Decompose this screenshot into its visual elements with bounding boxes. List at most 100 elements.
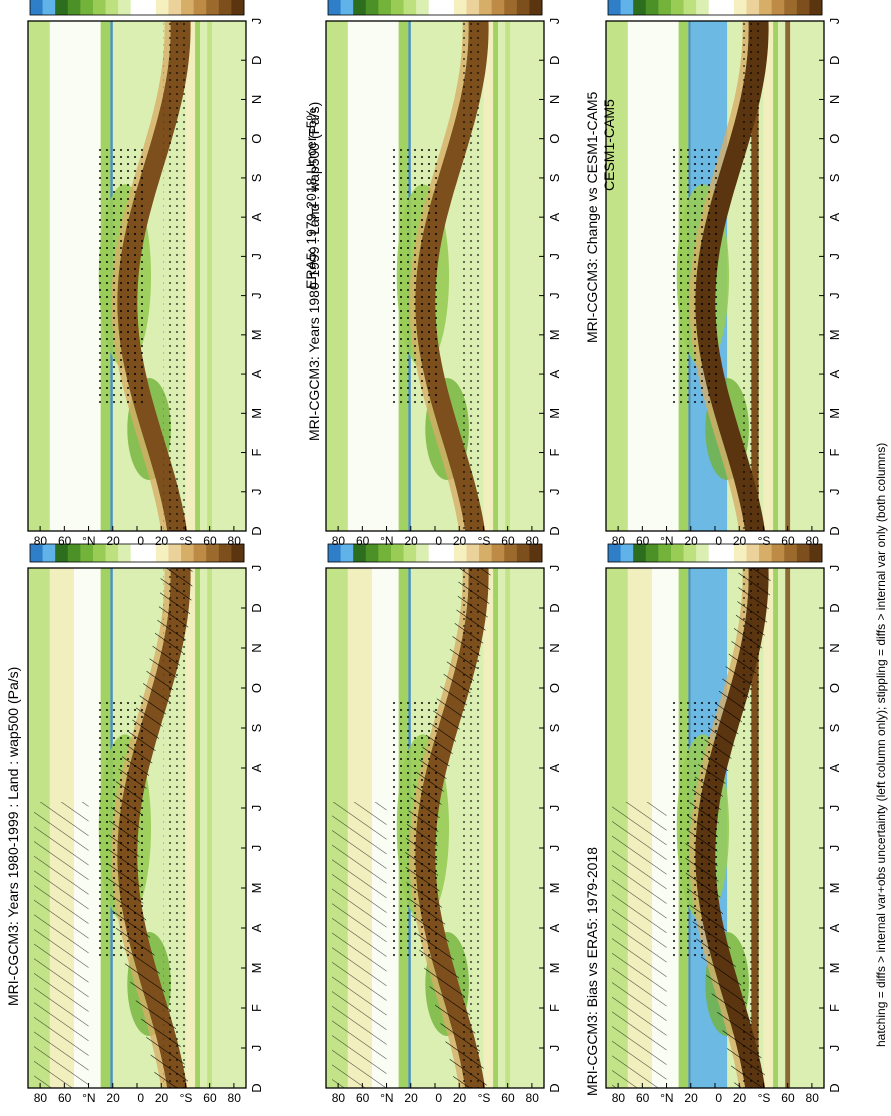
colorbar-swatch xyxy=(390,544,405,562)
lat-band xyxy=(493,568,498,1088)
colorbar-swatch xyxy=(784,0,798,15)
month-tick-label: J xyxy=(249,845,264,852)
colorbar-swatch xyxy=(504,0,518,15)
colorbar-swatch xyxy=(620,0,634,15)
lat-band xyxy=(785,21,791,531)
colorbar-swatch xyxy=(218,544,232,562)
stippling xyxy=(461,568,484,1088)
lat-tick-label: 80 xyxy=(228,534,242,548)
month-tick-label: A xyxy=(249,923,264,932)
lat-band xyxy=(28,21,50,531)
colorbar-swatch xyxy=(365,544,379,562)
colorbar-swatch xyxy=(608,544,622,562)
month-tick-label: A xyxy=(827,763,842,772)
lat-tick-label: 20 xyxy=(453,1091,467,1105)
colorbar-swatch xyxy=(504,544,518,562)
month-tick-label: S xyxy=(547,723,562,732)
month-tick-label: N xyxy=(547,95,562,104)
month-tick-label: D xyxy=(547,1083,562,1092)
month-tick-label: F xyxy=(827,1004,842,1012)
lat-band xyxy=(652,21,679,531)
lat-tick-label: °S xyxy=(478,534,491,548)
colorbar-swatch xyxy=(365,0,379,15)
colorbar-swatch xyxy=(55,0,69,15)
colorbar-swatch xyxy=(130,544,144,562)
lat-tick-label: 0 xyxy=(715,1091,722,1105)
panel-title-bottom-left: MRI-CGCM3: Bias vs ERA5: 1979-2018 xyxy=(584,847,600,1096)
lat-tick-label: 80 xyxy=(34,534,48,548)
month-tick-label: J xyxy=(827,565,842,572)
colorbar-swatch xyxy=(105,0,119,15)
colorbar-swatch xyxy=(441,544,455,562)
colorbar-swatch xyxy=(721,0,735,15)
panel-title-top-right: MRI-CGCM3: Years 1980-1999 : Land : wap5… xyxy=(306,102,322,441)
month-tick-label: M xyxy=(249,329,264,340)
colorbar-swatch xyxy=(80,544,94,562)
month-tick-label: D xyxy=(547,526,562,535)
colorbar-swatch xyxy=(633,0,647,15)
lat-band xyxy=(493,21,498,531)
colorbar-swatch xyxy=(670,0,685,15)
colorbar-swatch xyxy=(42,0,56,15)
colorbar-swatch xyxy=(92,544,107,562)
lat-tick-label: 0 xyxy=(435,534,442,548)
lat-tick-label: °S xyxy=(180,534,193,548)
lat-tick-label: 80 xyxy=(228,1091,242,1105)
stippling xyxy=(461,21,484,531)
lat-tick-label: °S xyxy=(758,534,771,548)
month-tick-label: M xyxy=(547,963,562,974)
lat-tick-label: 80 xyxy=(332,534,346,548)
colorbar-swatch xyxy=(403,544,417,562)
colorbar-swatch xyxy=(30,544,44,562)
colorbar-swatch xyxy=(328,544,342,562)
colorbar-swatch xyxy=(118,544,132,562)
month-tick-label: D xyxy=(249,603,264,612)
colorbar-swatch xyxy=(67,544,81,562)
colorbar-swatch xyxy=(645,544,659,562)
month-tick-label: J xyxy=(827,253,842,260)
colorbar-swatch xyxy=(55,544,69,562)
colorbar-swatch xyxy=(92,0,107,15)
month-tick-label: N xyxy=(827,643,842,652)
colorbar-frame xyxy=(607,543,823,563)
colorbar-swatch xyxy=(796,0,810,15)
month-tick-label: O xyxy=(547,683,562,693)
colorbar-swatch xyxy=(670,544,685,562)
month-tick-label: S xyxy=(547,173,562,182)
colorbar-swatch xyxy=(658,0,672,15)
lat-band xyxy=(483,21,494,531)
month-tick-label: D xyxy=(249,56,264,65)
colorbar-swatch xyxy=(206,544,220,562)
colorbar-swatch xyxy=(759,0,773,15)
lat-tick-label: 20 xyxy=(106,534,120,548)
lat-band xyxy=(185,21,196,531)
colorbar-swatch xyxy=(771,0,785,15)
colorbar-swatch xyxy=(328,0,342,15)
lat-band xyxy=(207,21,213,531)
panel-title-middle-left: ERA5: 1979-2018 Uncer=5% xyxy=(303,108,319,289)
month-tick-label: M xyxy=(547,883,562,894)
lat-band xyxy=(799,568,810,1088)
lat-tick-label: °N xyxy=(82,534,95,548)
colorbar-swatch xyxy=(529,544,543,562)
lat-band xyxy=(207,568,213,1088)
colorbar-swatch xyxy=(118,0,132,15)
month-tick-label: M xyxy=(249,963,264,974)
lat-tick-label: 80 xyxy=(612,1091,626,1105)
lat-tick-label: 60 xyxy=(203,1091,217,1105)
month-tick-label: D xyxy=(827,1083,842,1092)
colorbar-frame xyxy=(607,0,823,16)
colorbar-swatch xyxy=(746,544,760,562)
lat-tick-label: °N xyxy=(380,534,393,548)
month-tick-label: D xyxy=(827,526,842,535)
colorbar-swatch xyxy=(340,544,354,562)
colorbar-swatch xyxy=(708,0,722,15)
colorbar-swatch xyxy=(683,544,697,562)
month-tick-label: M xyxy=(249,408,264,419)
month-tick-label: A xyxy=(249,763,264,772)
lat-tick-label: 60 xyxy=(636,534,650,548)
month-tick-label: M xyxy=(547,329,562,340)
colorbar-swatch xyxy=(340,0,354,15)
month-tick-label: S xyxy=(827,173,842,182)
colorbar-swatch xyxy=(784,544,798,562)
